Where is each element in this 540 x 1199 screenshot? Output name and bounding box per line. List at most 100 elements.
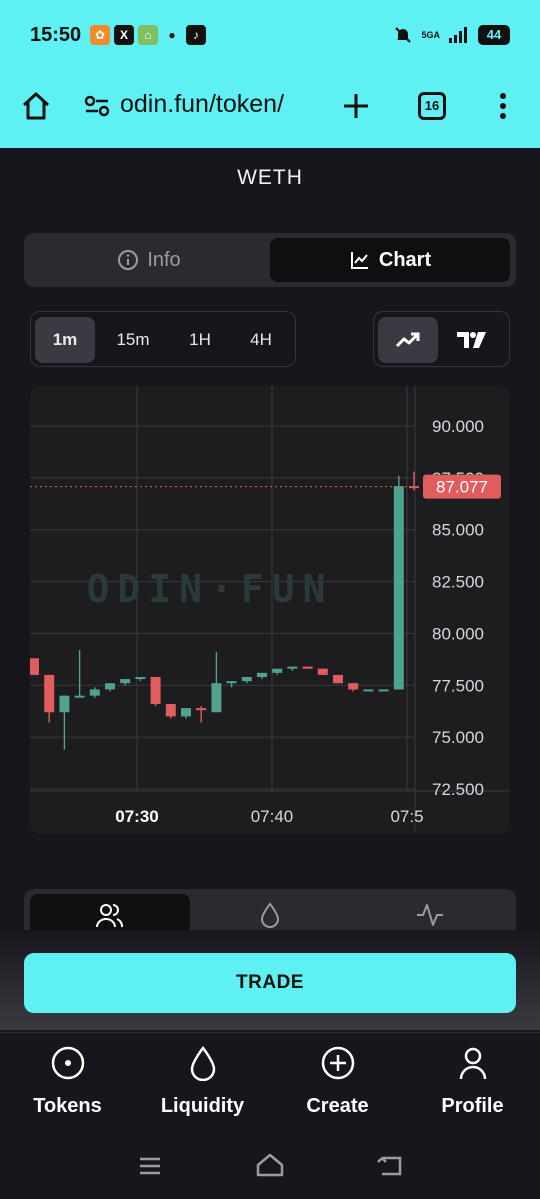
tab-info-label: Info [147, 248, 181, 271]
candlestick-chart-svg: ODIN·FUN90.00087.50085.00082.50080.00077… [30, 386, 510, 831]
chart-type-tradingview-button[interactable] [442, 317, 502, 363]
tab-switcher-button[interactable]: 16 [418, 92, 446, 120]
tab-activity[interactable] [350, 894, 510, 936]
qq-app-icon: ● [162, 25, 182, 45]
candle-body [165, 703, 176, 717]
battery-indicator: 44 [478, 25, 510, 45]
candle-body [105, 683, 115, 690]
candle-body [348, 683, 359, 690]
view-toggle: Info Chart [24, 233, 516, 287]
home-app-icon: ⌂ [138, 25, 158, 45]
nav-create[interactable]: Create [270, 1045, 405, 1118]
current-price-tag [423, 474, 501, 499]
y-tick-label: 72.500 [432, 780, 484, 799]
droplet-icon [190, 1045, 215, 1081]
new-tab-icon[interactable] [342, 92, 370, 120]
url-text[interactable]: odin.fun/token/ [120, 90, 285, 118]
candle-body [150, 676, 161, 704]
more-menu-icon[interactable] [497, 92, 509, 120]
nav-tokens-label: Tokens [33, 1095, 102, 1117]
x-tick-label: 07:30 [115, 807, 158, 826]
tab-chart-label: Chart [378, 248, 432, 271]
system-navigation-bar [0, 1132, 540, 1199]
y-tick-label: 77.500 [432, 676, 484, 695]
x-tick-label: 07:5 [390, 807, 423, 826]
status-bar: 15:50 ✿ X ⌂ ● ♪ 5GA 44 [0, 0, 540, 70]
candle-body [287, 666, 298, 669]
candle-body [409, 486, 419, 489]
candle-body [241, 676, 252, 682]
candle-body [89, 689, 100, 696]
info-icon [118, 250, 139, 270]
timeframe-15m[interactable]: 15m [116, 330, 150, 349]
candle-body [272, 668, 283, 673]
nav-liquidity[interactable]: Liquidity [135, 1045, 270, 1118]
signal-icon [449, 27, 467, 43]
candle-body [30, 658, 39, 675]
candle-body [257, 672, 267, 677]
chart-watermark: ODIN·FUN [86, 567, 333, 611]
x-tick-label: 07:40 [251, 807, 294, 826]
candle-body [74, 695, 85, 698]
current-price-label: 87.077 [436, 478, 488, 497]
home-button-icon[interactable] [255, 1152, 285, 1178]
notification-app-icon: ✿ [90, 25, 110, 45]
y-tick-label: 85.000 [432, 521, 484, 540]
candle-body [378, 689, 389, 692]
activity-icon [417, 904, 443, 926]
price-chart[interactable]: ODIN·FUN90.00087.50085.00082.50080.00077… [30, 386, 510, 834]
nav-create-label: Create [306, 1095, 369, 1117]
candle-body [393, 486, 404, 690]
page-title: WETH [237, 166, 303, 189]
network-type: 5GA [421, 29, 440, 40]
candle-body [317, 668, 328, 675]
plus-circle-icon [321, 1046, 354, 1080]
url-bar: odin.fun/token/ 16 [0, 78, 540, 134]
y-tick-label: 80.000 [432, 624, 484, 643]
tab-chart[interactable]: Chart [270, 238, 510, 282]
bottom-navigation: Tokens Liquidity Create Profile [0, 1032, 540, 1132]
timeframe-selector: 1m 15m 1H 4H [30, 311, 296, 367]
target-icon [51, 1046, 84, 1080]
users-icon [96, 904, 123, 928]
candle-body [363, 689, 374, 692]
back-icon[interactable] [376, 1154, 404, 1178]
timeframe-1h[interactable]: 1H [189, 330, 211, 349]
candle-body [44, 674, 55, 713]
timeframe-4h[interactable]: 4H [250, 330, 272, 349]
nav-profile[interactable]: Profile [405, 1045, 540, 1118]
candle-body [181, 708, 191, 717]
x-app-icon: X [114, 25, 134, 45]
chart-line-icon [350, 252, 368, 269]
y-tick-label: 82.500 [432, 573, 484, 592]
nav-liquidity-label: Liquidity [160, 1095, 245, 1117]
candle-body [211, 683, 222, 713]
tab-holders[interactable] [30, 894, 190, 936]
tradingview-icon [457, 332, 486, 348]
candle-body [226, 681, 237, 684]
browser-chrome: 15:50 ✿ X ⌂ ● ♪ 5GA 44 odin.fun/token/ 1… [0, 0, 540, 148]
nav-tokens[interactable]: Tokens [0, 1045, 135, 1118]
y-tick-label: 75.000 [432, 728, 484, 747]
site-settings-icon[interactable] [84, 94, 110, 118]
trade-button[interactable]: TRADE [24, 953, 516, 1013]
y-tick-label: 90.000 [432, 417, 484, 436]
system-icons: 5GA 44 [393, 22, 510, 48]
recents-icon[interactable] [138, 1156, 162, 1176]
candle-body [302, 666, 313, 669]
candle-body [59, 695, 70, 713]
nav-profile-label: Profile [441, 1095, 504, 1117]
person-icon [459, 1047, 486, 1080]
tiktok-app-icon: ♪ [186, 25, 206, 45]
tab-info[interactable]: Info [29, 238, 269, 282]
tab-liquidity[interactable] [190, 894, 350, 936]
timeframe-1m[interactable]: 1m [35, 317, 95, 363]
candle-body [333, 674, 343, 684]
candle-body [196, 708, 207, 711]
chart-type-selector [373, 311, 510, 367]
status-time: 15:50 [30, 24, 82, 46]
chart-type-line-button[interactable] [378, 317, 438, 363]
mute-bell-icon [395, 27, 412, 43]
candle-body [135, 676, 146, 680]
home-icon[interactable] [20, 90, 52, 122]
